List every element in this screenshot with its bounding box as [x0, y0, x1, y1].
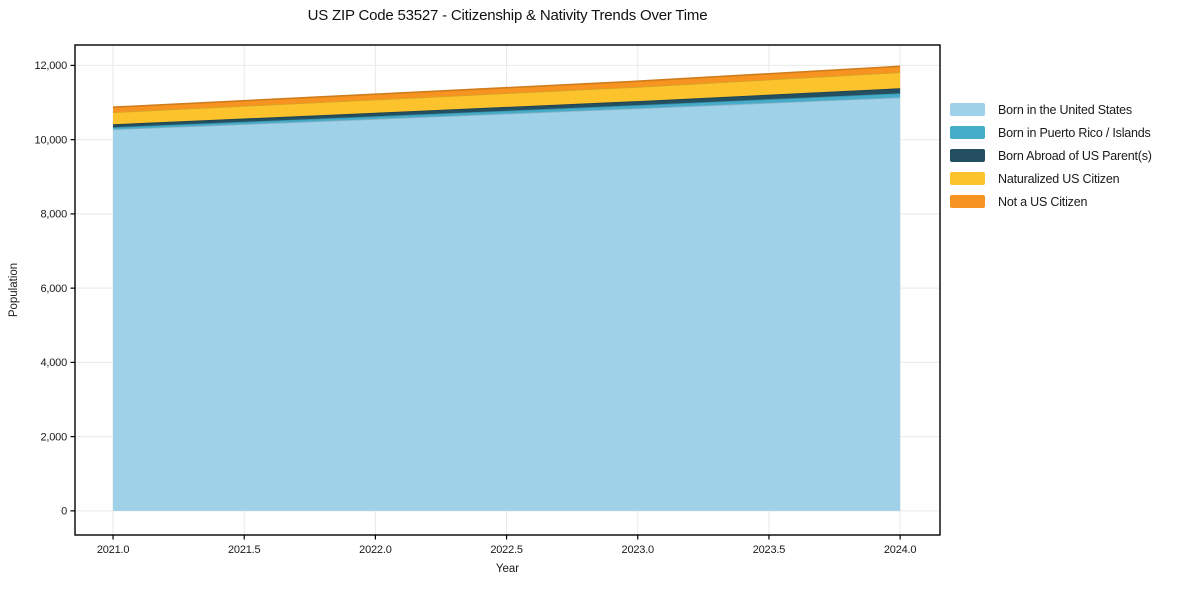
legend: Born in the United States Born in Puerto …	[950, 98, 1152, 213]
legend-item-born-in-puerto-rico-islands: Born in Puerto Rico / Islands	[950, 121, 1152, 144]
legend-item-naturalized-us-citizen: Naturalized US Citizen	[950, 167, 1152, 190]
x-tick-label: 2024.0	[884, 544, 917, 556]
y-tick-label: 10,000	[35, 134, 68, 146]
legend-item-born-in-the-united-states: Born in the United States	[950, 98, 1152, 121]
legend-swatch-icon	[950, 103, 985, 116]
legend-swatch-icon	[950, 126, 985, 139]
plot-border	[74, 44, 941, 536]
chart-title: US ZIP Code 53527 - Citizenship & Nativi…	[307, 7, 708, 24]
legend-label: Born Abroad of US Parent(s)	[998, 148, 1152, 163]
legend-label: Born in Puerto Rico / Islands	[998, 125, 1151, 140]
y-tick-label: 8,000	[40, 209, 67, 221]
legend-swatch-icon	[950, 172, 985, 185]
y-tick-label: 2,000	[40, 431, 67, 443]
legend-label: Naturalized US Citizen	[998, 171, 1120, 186]
area-naturalized-us-citizen	[113, 72, 901, 125]
x-tick-label: 2022.5	[490, 544, 523, 556]
boundary-line-not-a-us-citizen	[112, 65, 901, 108]
x-tick-label: 2021.0	[97, 544, 130, 556]
y-tick-label: 4,000	[40, 357, 67, 369]
legend-item-born-abroad-of-us-parent-s: Born Abroad of US Parent(s)	[950, 144, 1152, 167]
x-tick-label: 2022.0	[359, 544, 392, 556]
y-tick-label: 12,000	[35, 60, 68, 72]
legend-swatch-icon	[950, 195, 985, 208]
y-axis-label: Population	[8, 262, 20, 318]
x-tick-label: 2021.5	[228, 544, 261, 556]
legend-label: Not a US Citizen	[998, 194, 1088, 209]
legend-swatch-icon	[950, 149, 985, 162]
legend-item-not-a-us-citizen: Not a US Citizen	[950, 190, 1152, 213]
x-tick-label: 2023.0	[622, 544, 655, 556]
area-born-in-the-united-states	[113, 97, 901, 511]
y-tick-label: 0	[61, 506, 67, 518]
x-tick-label: 2023.5	[753, 544, 786, 556]
x-axis-label: Year	[495, 563, 520, 575]
legend-label: Born in the United States	[998, 102, 1132, 117]
y-tick-label: 6,000	[40, 283, 67, 295]
